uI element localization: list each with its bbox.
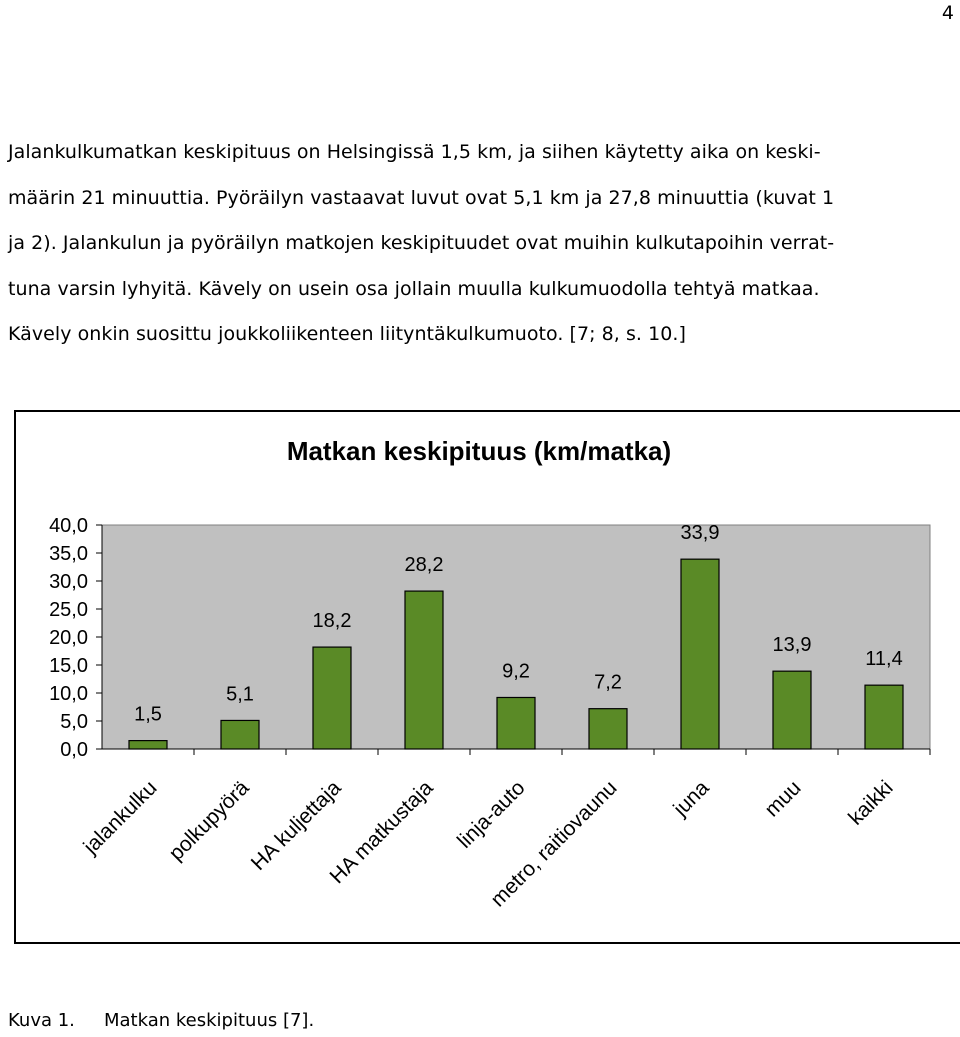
y-tick-label: 20,0 bbox=[49, 627, 88, 649]
chart-frame: Matkan keskipituus (km/matka) 0,0 5,0 10,0 1… bbox=[14, 410, 960, 944]
category-label: kaikki bbox=[844, 776, 897, 829]
bar bbox=[864, 684, 904, 750]
data-label: 5,1 bbox=[226, 683, 254, 705]
y-tick-label: 10,0 bbox=[49, 683, 88, 705]
bar bbox=[312, 646, 352, 750]
bar bbox=[128, 740, 168, 750]
y-tick-label: 5,0 bbox=[60, 711, 88, 733]
caption-text: Matkan keskipituus [7]. bbox=[104, 1010, 315, 1031]
paragraph-line: Kävely onkin suosittu joukkoliikenteen l… bbox=[8, 323, 686, 345]
data-label: 1,5 bbox=[134, 704, 162, 726]
y-tick-label: 25,0 bbox=[49, 599, 88, 621]
paragraph-line: ja 2). Jalankulun ja pyöräilyn matkojen … bbox=[8, 232, 835, 254]
y-tick-label: 40,0 bbox=[49, 515, 88, 537]
category-label: juna bbox=[668, 776, 713, 821]
bar bbox=[220, 719, 260, 750]
data-label: 28,2 bbox=[405, 554, 444, 576]
data-label: 18,2 bbox=[313, 610, 352, 632]
data-label: 33,9 bbox=[681, 522, 720, 544]
y-tick-label: 0,0 bbox=[60, 739, 88, 761]
bar-chart: Matkan keskipituus (km/matka) 0,0 5,0 10,0 1… bbox=[49, 436, 931, 911]
data-label: 13,9 bbox=[773, 634, 812, 656]
category-label: linja-auto bbox=[453, 776, 530, 853]
bar bbox=[680, 558, 720, 750]
category-label: muu bbox=[760, 776, 805, 821]
paragraph-line: tuna varsin lyhyitä. Kävely on usein osa… bbox=[8, 277, 820, 300]
data-label: 9,2 bbox=[502, 660, 530, 682]
bar bbox=[772, 670, 812, 750]
paragraph-line: määrin 21 minuuttia. Pyöräilyn vastaavat… bbox=[8, 186, 835, 209]
category-label: polkupyörä bbox=[165, 776, 254, 865]
y-tick-label: 15,0 bbox=[49, 655, 88, 677]
bar bbox=[404, 590, 444, 750]
y-tick-label: 35,0 bbox=[49, 543, 88, 565]
page-number: 4 bbox=[941, 2, 954, 24]
y-tick-label: 30,0 bbox=[49, 571, 88, 593]
caption-label: Kuva 1. bbox=[8, 1010, 75, 1031]
bar bbox=[496, 696, 536, 750]
category-label: jalankulku bbox=[79, 776, 162, 859]
figure-caption: Kuva 1. Matkan keskipituus [7]. bbox=[8, 1010, 314, 1031]
data-label: 7,2 bbox=[594, 672, 622, 694]
data-label: 11,4 bbox=[865, 648, 902, 670]
category-label: HA kuljettaja bbox=[247, 776, 346, 875]
paragraph-line: Jalankulkumatkan keskipituus on Helsingi… bbox=[8, 141, 821, 163]
chart-title: Matkan keskipituus (km/matka) bbox=[287, 436, 671, 466]
bar bbox=[588, 708, 628, 750]
body-paragraph: Jalankulkumatkan keskipituus on Helsingi… bbox=[8, 130, 956, 358]
